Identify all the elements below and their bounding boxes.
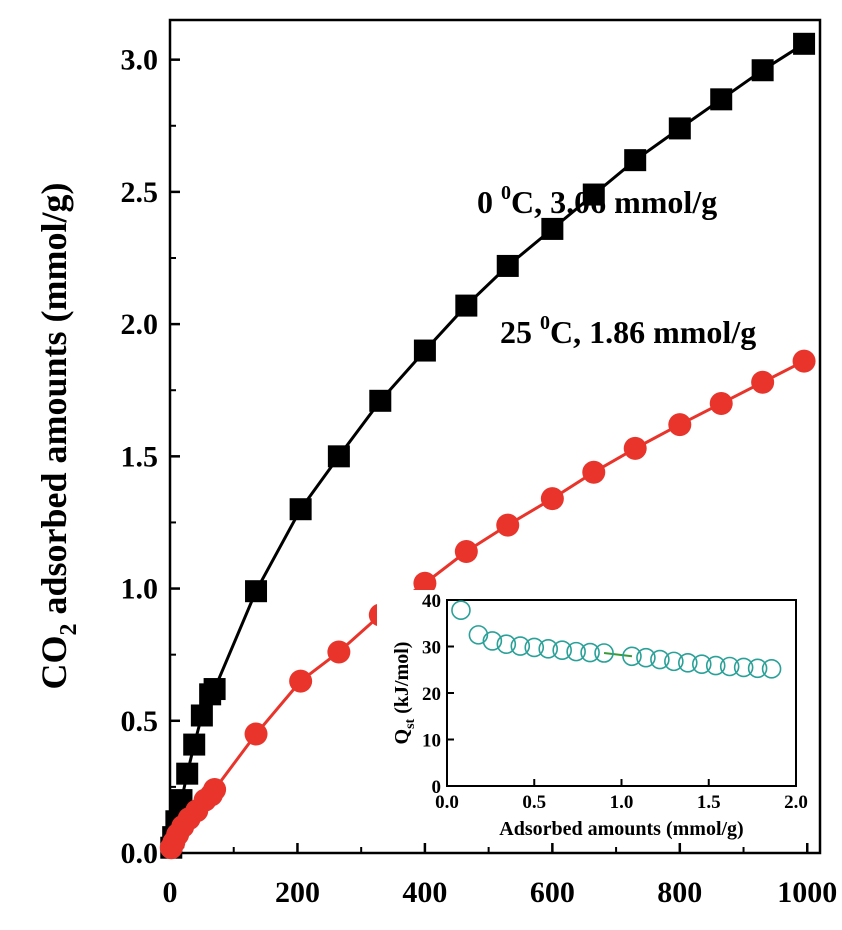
y-axis-title: CO2 adsorbed amounts (mmol/g) [34, 182, 82, 689]
inset-y-tick-label: 10 [422, 731, 441, 752]
inset-data-point [496, 634, 517, 654]
x-tick-label: 400 [402, 876, 447, 909]
data-point-0C [203, 678, 226, 701]
data-point-0C [327, 445, 350, 468]
data-point-25C [582, 460, 606, 484]
inset-x-tick-label: 0.0 [435, 792, 459, 813]
inset-data-point [510, 636, 531, 656]
inset-x-tick-label: 1.0 [610, 792, 634, 813]
inset-x-tick-label: 2.0 [784, 792, 808, 813]
data-point-25C [203, 778, 227, 802]
inset-data-point [705, 655, 726, 676]
inset-data-point [678, 652, 698, 673]
y-tick-label: 3.0 [121, 44, 159, 77]
plot-frame [168, 18, 822, 855]
data-point-0C [183, 733, 206, 756]
inset-connector [603, 652, 633, 658]
data-point-0C [668, 117, 691, 140]
inset-data-point [636, 647, 656, 668]
inset-y-tick-label: 40 [422, 591, 441, 612]
inset-background [377, 590, 816, 841]
inset-data-point [733, 657, 754, 678]
data-point-25C [413, 571, 437, 595]
inset-data-point [594, 643, 614, 663]
data-point-0C [751, 59, 774, 82]
data-point-25C [792, 349, 816, 373]
inset-data-point [719, 656, 740, 677]
inset-data-point [524, 637, 545, 658]
data-point-25C [454, 540, 478, 564]
data-point-0C [496, 254, 519, 277]
series-label-0C: 0 0C, 3.06 mmol/g [477, 182, 717, 220]
data-point-25C [623, 436, 647, 460]
inset-data-point [566, 641, 586, 662]
data-point-0C [455, 294, 478, 317]
inset-y-tick-label: 20 [422, 684, 441, 705]
y-tick-label: 2.0 [121, 308, 159, 341]
data-point-25C [289, 669, 313, 693]
y-tick-label: 1.5 [121, 440, 159, 473]
x-tick-label: 200 [275, 876, 320, 909]
data-point-0C [624, 149, 647, 172]
y-tick-label: 0.5 [121, 705, 159, 738]
series-label-25C: 25 0C, 1.86 mmol/g [500, 312, 756, 350]
y-tick-label: 1.0 [121, 573, 159, 606]
data-point-0C [176, 762, 199, 785]
inset-x-axis-title: Adsorbed amounts (mmol/g) [499, 818, 743, 840]
data-point-0C [369, 389, 392, 412]
inset-data-point [664, 651, 684, 672]
data-point-25C [496, 513, 520, 537]
x-tick-label: 0 [163, 876, 178, 909]
inset-data-point [691, 654, 712, 674]
data-point-25C [244, 722, 268, 746]
data-point-25C [751, 370, 775, 394]
x-tick-label: 1000 [777, 876, 837, 909]
inset-chart: 0.0 0.5 1.0 1.5 2.0 0 10 20 30 40 Adsorbed amounts… [377, 590, 816, 841]
x-tick-label: 800 [657, 876, 702, 909]
inset-y-tick-label: 0 [432, 777, 442, 798]
inset-x-tick-label: 1.5 [697, 792, 721, 813]
data-point-25C [668, 413, 692, 437]
data-point-0C [710, 88, 733, 111]
data-point-25C [709, 391, 733, 415]
inset-data-point [747, 658, 768, 679]
data-point-0C [289, 498, 312, 521]
data-point-0C [413, 339, 436, 362]
inset-data-point [552, 640, 572, 661]
data-point-0C [245, 580, 268, 603]
inset-data-point [761, 659, 782, 679]
data-point-0C [190, 704, 213, 727]
y-tick-label: 2.5 [121, 176, 159, 209]
main-chart: 0 200 400 600 800 10000.00.51.01.52.02.53.0CO… [34, 18, 837, 909]
inset-data-point [650, 649, 670, 670]
data-point-0C [793, 32, 816, 55]
inset-y-axis-title: Qst (kJ/mol) [391, 642, 418, 745]
data-point-0C [541, 217, 564, 240]
inset-data-point [468, 625, 489, 645]
data-point-25C [327, 640, 351, 664]
data-point-25C [540, 487, 564, 511]
inset-y-tick-label: 30 [422, 638, 441, 659]
inset-data-point [482, 631, 503, 651]
inset-data-point [451, 600, 471, 621]
inset-data-point [622, 646, 642, 667]
inset-x-tick-label: 0.5 [522, 792, 546, 813]
inset-data-point [538, 639, 559, 659]
data-point-0C [582, 183, 605, 206]
inset-data-point [580, 642, 600, 663]
y-tick-label: 0.0 [121, 837, 159, 870]
x-tick-label: 600 [530, 876, 575, 909]
